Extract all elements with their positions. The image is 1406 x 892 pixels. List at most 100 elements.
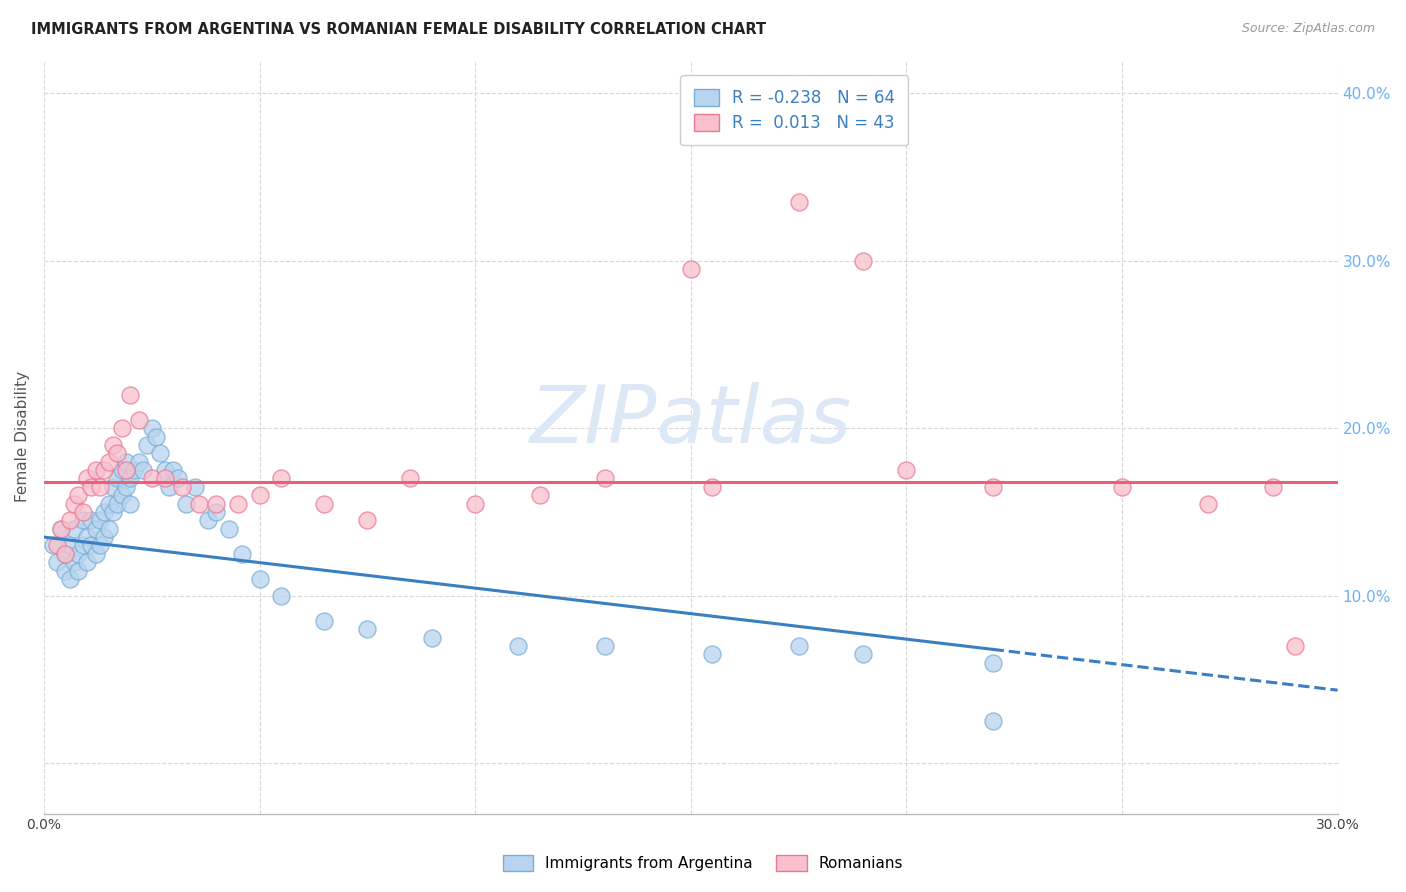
Point [120,497,142,511]
Point [218,522,240,536]
Point [852,648,875,662]
Point [80,539,103,553]
Point [128,455,150,469]
Point [166,471,188,485]
Point [89,480,111,494]
Point [231,547,253,561]
Point [84,463,107,477]
Point [205,497,228,511]
Point [97,497,120,511]
Point [145,429,167,443]
Point [63,497,86,511]
Point [45,555,67,569]
Text: ZIPatlas: ZIPatlas [530,383,852,460]
Point [896,463,918,477]
Point [72,513,94,527]
Point [59,572,82,586]
Point [49,522,72,536]
Point [120,471,142,485]
Point [93,530,115,544]
Point [356,513,378,527]
Point [153,471,176,485]
Point [89,513,111,527]
Point [97,522,120,536]
Point [59,513,82,527]
Point [1261,480,1284,494]
Point [93,505,115,519]
Point [464,497,486,511]
Point [270,471,292,485]
Point [76,555,98,569]
Point [89,539,111,553]
Point [45,539,67,553]
Point [249,488,271,502]
Point [72,539,94,553]
Point [55,547,77,561]
Point [141,421,163,435]
Point [157,480,180,494]
Text: IMMIGRANTS FROM ARGENTINA VS ROMANIAN FEMALE DISABILITY CORRELATION CHART: IMMIGRANTS FROM ARGENTINA VS ROMANIAN FE… [31,22,766,37]
Point [59,539,82,553]
Point [153,463,176,477]
Point [399,471,422,485]
Point [702,648,724,662]
Point [249,572,271,586]
Point [981,714,1004,729]
Point [105,446,128,460]
Point [174,497,197,511]
Point [132,463,155,477]
Point [84,547,107,561]
Point [197,513,219,527]
Legend: Immigrants from Argentina, Romanians: Immigrants from Argentina, Romanians [496,849,910,877]
Point [67,564,90,578]
Point [420,631,443,645]
Point [110,421,132,435]
Point [1284,639,1306,653]
Point [679,262,702,277]
Point [110,488,132,502]
Point [101,438,124,452]
Point [101,480,124,494]
Point [270,589,292,603]
Point [41,539,63,553]
Point [356,622,378,636]
Point [76,530,98,544]
Point [162,463,184,477]
Point [97,455,120,469]
Point [128,413,150,427]
Point [55,547,77,561]
Point [84,522,107,536]
Point [49,522,72,536]
Point [114,480,136,494]
Point [981,656,1004,670]
Point [981,480,1004,494]
Point [114,455,136,469]
Point [105,497,128,511]
Text: Source: ZipAtlas.com: Source: ZipAtlas.com [1241,22,1375,36]
Point [593,639,616,653]
Point [1197,497,1219,511]
Point [67,547,90,561]
Point [1111,480,1133,494]
Point [141,471,163,485]
Point [593,471,616,485]
Point [67,488,90,502]
Point [702,480,724,494]
Point [184,480,207,494]
Point [136,438,159,452]
Point [124,463,146,477]
Point [226,497,249,511]
Point [63,555,86,569]
Point [55,564,77,578]
Point [120,387,142,401]
Point [787,639,810,653]
Point [93,463,115,477]
Point [314,614,336,628]
Y-axis label: Female Disability: Female Disability [15,371,30,502]
Point [149,446,172,460]
Point [76,471,98,485]
Point [170,480,193,494]
Point [63,522,86,536]
Point [80,480,103,494]
Legend: R = -0.238   N = 64, R =  0.013   N = 43: R = -0.238 N = 64, R = 0.013 N = 43 [681,76,908,145]
